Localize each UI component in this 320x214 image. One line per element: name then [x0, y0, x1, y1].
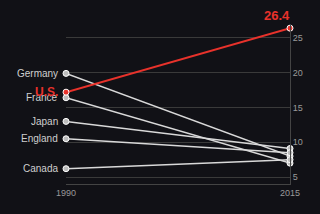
svg-text:Japan: Japan — [31, 116, 58, 127]
svg-text:2015: 2015 — [280, 188, 300, 198]
svg-text:10: 10 — [293, 137, 303, 147]
svg-text:5: 5 — [293, 172, 298, 182]
svg-text:Germany: Germany — [17, 68, 58, 79]
svg-text:France: France — [26, 92, 58, 103]
svg-text:U.S.: U.S. — [35, 85, 58, 99]
svg-text:26.4: 26.4 — [264, 8, 290, 23]
svg-text:20: 20 — [293, 68, 303, 78]
svg-text:25: 25 — [293, 33, 303, 43]
svg-text:Canada: Canada — [23, 163, 58, 174]
svg-text:1990: 1990 — [56, 188, 76, 198]
svg-text:15: 15 — [293, 103, 303, 113]
svg-text:England: England — [21, 133, 58, 144]
